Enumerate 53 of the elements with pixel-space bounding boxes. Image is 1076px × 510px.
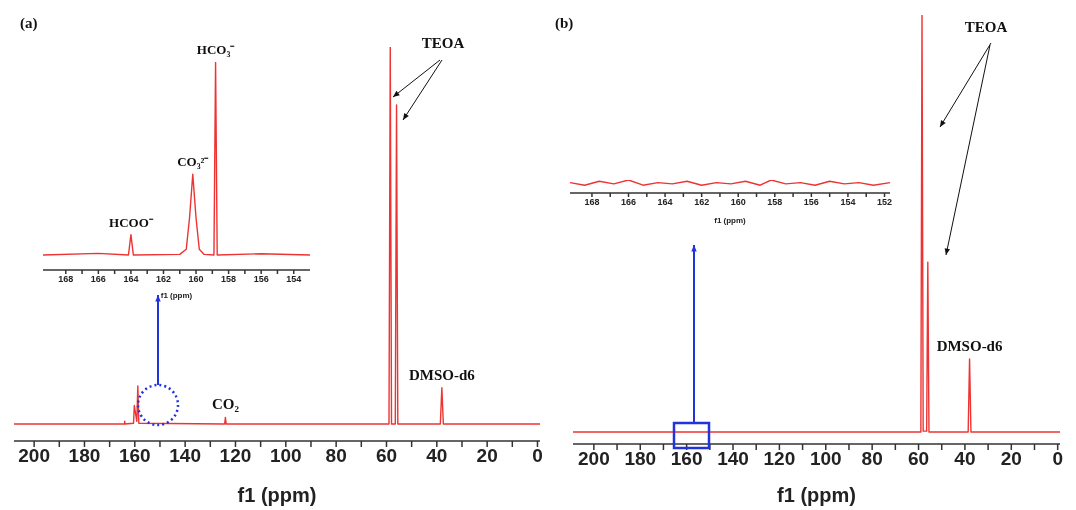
x-tick-label: 40 [426, 445, 448, 467]
x-axis-title: f1 (ppm) [237, 484, 317, 506]
x-tick-label: 120 [219, 445, 252, 467]
x-tick-label: 20 [1000, 448, 1022, 470]
x-tick-label: 140 [717, 448, 749, 470]
x-tick-label: 0 [532, 445, 543, 467]
x-tick-label: 152 [877, 197, 893, 208]
x-tick-label: 156 [253, 274, 269, 285]
x-axis-title: f1 (ppm) [160, 291, 193, 300]
annotation: CO₃²⁻ [177, 154, 210, 170]
x-tick-label: 158 [767, 197, 783, 208]
x-tick-label: 60 [375, 445, 398, 467]
x-tick-label: 168 [584, 197, 600, 208]
x-tick-label: 158 [221, 274, 237, 285]
x-tick-label: 160 [670, 448, 703, 470]
x-tick-label: 200 [18, 445, 50, 467]
chart-title: (a) [20, 15, 38, 32]
x-tick-label: 164 [657, 197, 673, 208]
x-axis-title: f1 (ppm) [777, 484, 856, 506]
x-axis-title: f1 (ppm) [714, 216, 747, 225]
chart-title: (b) [555, 15, 574, 32]
x-tick-label: 0 [1052, 448, 1063, 470]
x-tick-label: 140 [169, 445, 201, 467]
x-tick-label: 164 [123, 274, 139, 285]
x-tick-label: 120 [763, 448, 796, 470]
x-tick-label: 200 [578, 448, 610, 470]
annotation: DMSO-d6 [936, 338, 1003, 355]
x-tick-label: 80 [325, 445, 347, 467]
x-tick-label: 180 [68, 445, 101, 467]
x-tick-label: 160 [118, 445, 151, 467]
x-tick-label: 154 [286, 274, 302, 285]
x-tick-label: 20 [476, 445, 498, 467]
annotation: CO₂ [211, 396, 240, 413]
x-tick-label: 60 [907, 448, 930, 470]
x-tick-label: 180 [624, 448, 657, 470]
annotation: HCOO⁻ [109, 214, 154, 230]
x-tick-label: 166 [90, 274, 106, 285]
x-tick-label: 100 [809, 448, 842, 470]
x-tick-label: 162 [155, 274, 171, 285]
x-tick-label: 160 [730, 197, 746, 208]
x-tick-label: 154 [840, 197, 856, 208]
annotation: TEOA [964, 19, 1008, 35]
x-tick-label: 162 [694, 197, 710, 208]
annotation: DMSO-d6 [408, 366, 476, 383]
x-tick-label: 156 [803, 197, 819, 208]
x-tick-label: 166 [621, 197, 637, 208]
x-tick-label: 40 [954, 448, 976, 470]
x-tick-label: 80 [861, 448, 883, 470]
annotation: HCO₃⁻ [196, 42, 236, 57]
x-tick-label: 100 [269, 445, 302, 467]
annotation: TEOA [421, 35, 465, 51]
x-tick-label: 160 [188, 274, 204, 285]
x-tick-label: 168 [58, 274, 74, 285]
